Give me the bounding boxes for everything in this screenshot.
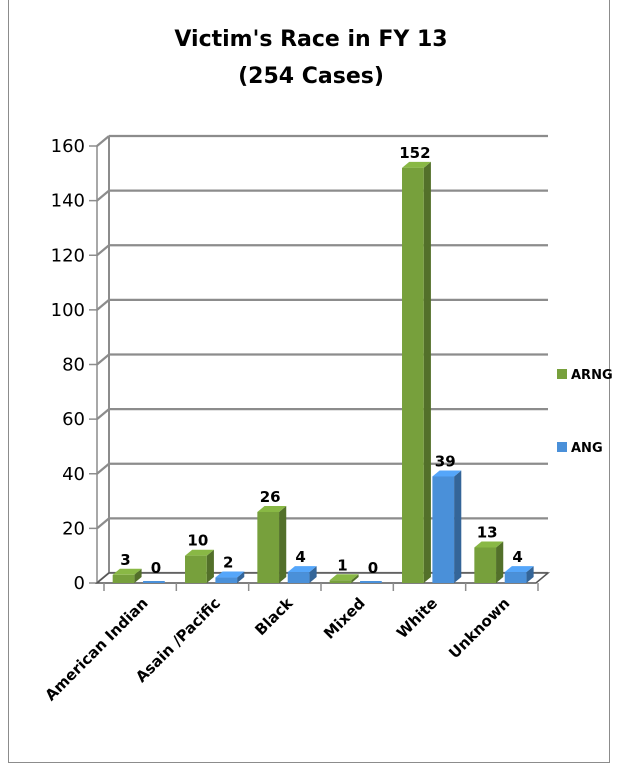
bar: [257, 505, 287, 583]
gridline: [96, 189, 548, 202]
gridline: [96, 353, 548, 366]
data-label: 1: [337, 556, 347, 574]
legend-item: ANG: [557, 441, 603, 456]
data-label: 13: [477, 523, 498, 541]
y-tick-label: 40: [62, 464, 85, 485]
x-tick-label: Black: [251, 593, 297, 639]
data-label: 26: [260, 488, 281, 506]
y-tick-label: 0: [74, 573, 85, 594]
legend-swatch: [557, 369, 567, 379]
y-tick-label: 20: [62, 518, 85, 539]
data-label: 4: [295, 548, 305, 566]
y-tick-label: 160: [51, 136, 85, 157]
legend: ARNG ANG: [557, 368, 613, 456]
bar: [402, 161, 431, 583]
y-tick-label: 60: [62, 409, 85, 430]
data-label: 0: [151, 559, 161, 577]
data-label: 4: [512, 548, 522, 566]
y-tick-label: 140: [51, 191, 85, 212]
y-tick-label: 80: [62, 355, 85, 376]
gridlines: [96, 134, 548, 584]
bar: [112, 568, 142, 583]
gridline: [96, 244, 548, 257]
bar: [504, 566, 534, 583]
y-tick-label: 120: [51, 245, 85, 266]
legend-label: ARNG: [571, 368, 613, 383]
data-label: 39: [435, 452, 456, 470]
data-label: 10: [187, 532, 208, 550]
chart-subtitle: (254 Cases): [238, 64, 384, 89]
gridline: [96, 408, 548, 420]
chart-title: Victim's Race in FY 13: [174, 27, 447, 52]
gridline: [96, 298, 548, 311]
y-tick-label: 100: [51, 300, 85, 321]
bar: [432, 470, 462, 583]
legend-label: ANG: [571, 441, 603, 456]
data-label: 152: [399, 144, 430, 162]
data-label: 3: [120, 551, 130, 569]
x-tick-label: Unknown: [445, 594, 513, 662]
x-tick-label: Mixed: [320, 594, 369, 643]
bar: [474, 541, 504, 583]
legend-swatch: [557, 442, 567, 452]
gridline: [96, 462, 548, 475]
legend-item: ARNG: [557, 368, 613, 383]
bar: [287, 566, 317, 583]
gridline: [96, 517, 548, 530]
x-tick-label: White: [393, 594, 441, 642]
bars: [112, 161, 534, 583]
data-label: 2: [223, 554, 233, 572]
bar: [215, 571, 245, 583]
gridline: [96, 134, 548, 147]
bar: [329, 574, 359, 583]
bar: [185, 549, 214, 583]
x-tick-label: American Indian: [41, 594, 151, 704]
data-label: 0: [368, 559, 378, 577]
